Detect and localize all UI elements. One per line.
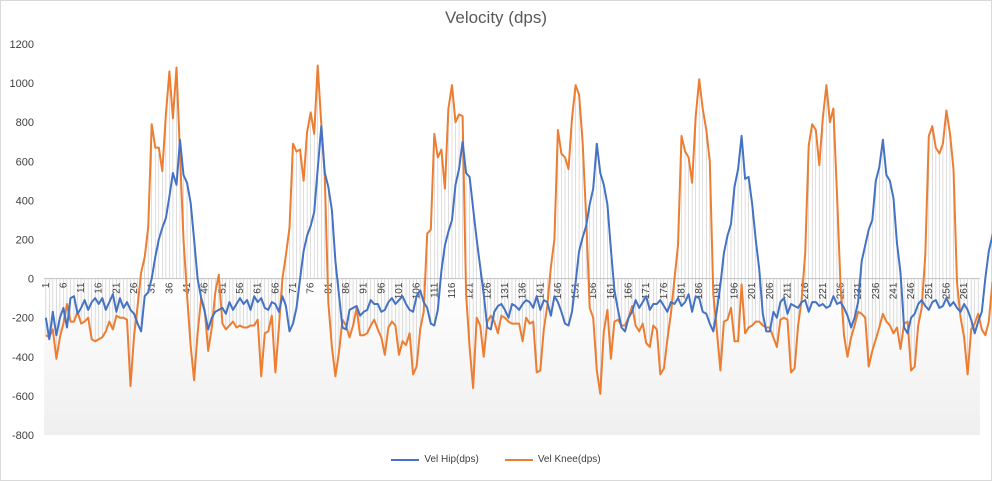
x-tick-label: 141	[535, 282, 546, 299]
legend-swatch-knee	[504, 458, 533, 461]
x-tick-label: 116	[447, 282, 458, 298]
y-tick-label: 1200	[10, 39, 34, 51]
x-tick-label: 161	[606, 282, 617, 299]
x-tick-label: 11	[76, 282, 87, 293]
legend: Vel Hip(dps) Vel Knee(dps)	[0, 454, 992, 465]
x-tick-label: 186	[694, 282, 705, 299]
y-tick-label: -800	[12, 430, 34, 442]
x-tick-label: 201	[747, 282, 758, 299]
y-tick-label: -200	[12, 313, 34, 325]
y-tick-label: -400	[12, 352, 34, 364]
x-tick-label: 206	[765, 282, 776, 299]
y-tick-label: 600	[16, 156, 34, 168]
y-tick-label: 800	[16, 117, 34, 129]
legend-item-knee: Vel Knee(dps)	[504, 454, 601, 465]
x-tick-label: 66	[270, 282, 281, 294]
x-tick-label: 151	[571, 282, 582, 299]
y-tick-label: 1000	[10, 78, 34, 90]
y-tick-label: 0	[28, 274, 34, 286]
x-tick-label: 221	[818, 282, 829, 299]
series-line-knee	[45, 64, 992, 395]
x-tick-label: 121	[465, 282, 476, 299]
y-axis: -800 -600 -400 -200 0 200 400 600 800 1000 1200	[10, 39, 34, 442]
x-tick-label: 51	[217, 282, 228, 294]
x-tick-label: 61	[253, 282, 264, 294]
x-tick-label: 236	[871, 282, 882, 299]
x-tick-label: 111	[429, 282, 440, 298]
x-tick-label: 256	[941, 282, 952, 299]
x-tick-label: 1	[41, 282, 52, 288]
x-tick-label: 71	[288, 282, 299, 294]
series-line-hip	[44, 125, 992, 341]
x-tick-label: 46	[200, 282, 211, 294]
x-tick-label: 26	[129, 282, 140, 294]
x-tick-label: 131	[500, 282, 511, 299]
x-tick-label: 191	[712, 282, 723, 299]
x-tick-label: 246	[906, 282, 917, 299]
x-tick-label: 261	[959, 282, 970, 299]
x-tick-label: 6	[58, 282, 69, 288]
x-tick-label: 181	[677, 282, 688, 299]
x-tick-label: 241	[888, 282, 899, 299]
x-tick-label: 211	[783, 282, 794, 298]
x-tick-label: 91	[359, 282, 370, 294]
y-tick-label: -600	[12, 391, 34, 403]
x-tick-label: 36	[164, 282, 175, 294]
x-tick-label: 251	[924, 282, 935, 299]
series-lines	[44, 64, 992, 395]
x-tick-label: 216	[800, 282, 811, 299]
x-tick-label: 76	[306, 282, 317, 294]
x-tick-label: 166	[624, 282, 635, 299]
x-tick-label: 56	[235, 282, 246, 294]
x-tick-label: 136	[518, 282, 529, 299]
x-tick-label: 156	[588, 282, 599, 299]
y-tick-label: 200	[16, 235, 34, 247]
y-tick-label: 400	[16, 195, 34, 207]
x-tick-label: 146	[553, 282, 564, 299]
x-tick-label: 16	[94, 282, 105, 294]
x-tick-label: 86	[341, 282, 352, 294]
x-tick-label: 176	[659, 282, 670, 299]
chart-title: Velocity (dps)	[444, 8, 548, 27]
x-tick-label: 21	[111, 282, 122, 294]
x-tick-label: 31	[147, 282, 158, 294]
x-tick-label: 126	[482, 282, 493, 299]
legend-label-hip: Vel Hip(dps)	[424, 454, 479, 465]
plot-background-upper	[44, 44, 980, 279]
legend-swatch-hip	[391, 458, 420, 461]
legend-label-knee: Vel Knee(dps)	[537, 454, 601, 465]
x-tick-label: 106	[412, 282, 423, 299]
x-tick-label: 196	[730, 282, 741, 299]
x-tick-label: 171	[641, 282, 652, 299]
legend-item-hip: Vel Hip(dps)	[391, 454, 479, 465]
x-tick-label: 96	[376, 282, 387, 294]
x-tick-label: 101	[394, 282, 405, 299]
